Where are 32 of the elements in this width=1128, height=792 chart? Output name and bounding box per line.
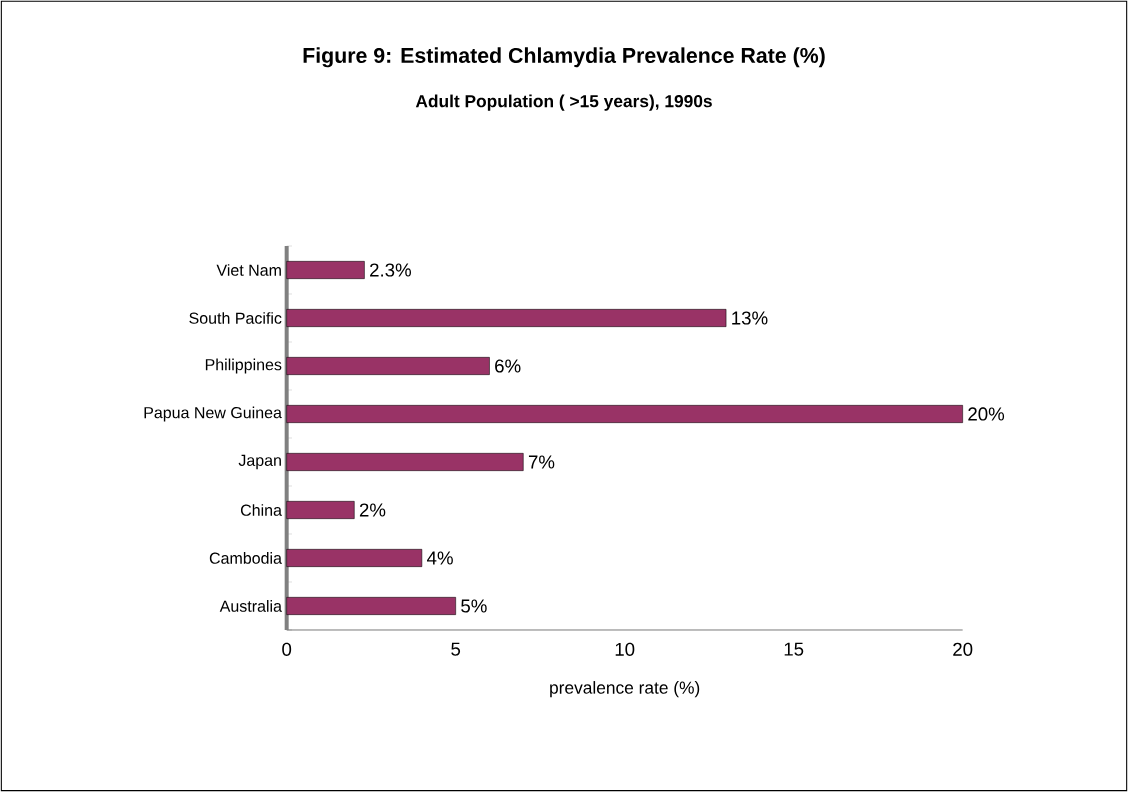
chart-subtitle: Adult Population ( >15 years), 1990s: [415, 94, 712, 111]
bar: [286, 549, 423, 567]
y-tick-label: Philippines: [205, 358, 282, 374]
data-label: 7%: [528, 455, 555, 469]
bar: [286, 453, 524, 471]
data-label: 4%: [427, 551, 453, 565]
chart-title: Figure 9: Estimated Chlamydia Prevalence Rate (%): [303, 47, 825, 68]
x-tick-label: 10: [615, 642, 635, 656]
bar: [286, 501, 355, 519]
data-label: 2.3%: [370, 263, 411, 277]
bar: [286, 261, 365, 279]
x-tick-label: 20: [953, 642, 973, 656]
y-tick-label: South Pacific: [189, 312, 282, 324]
y-tick-label: Cambodia: [209, 552, 282, 564]
data-label: 5%: [461, 599, 487, 613]
x-tick-label: 15: [784, 642, 804, 656]
y-tick-label: Japan: [238, 454, 281, 470]
y-tick-label: Papua New Guinea: [144, 406, 282, 422]
x-tick-label: 5: [451, 642, 461, 656]
data-label: 20%: [968, 407, 1005, 421]
y-tick-label: China: [240, 504, 282, 516]
y-tick-label: Australia: [219, 600, 282, 612]
x-tick-label: 0: [282, 642, 292, 656]
bar: [286, 597, 456, 615]
data-label: 2%: [359, 503, 386, 517]
bar: [286, 357, 490, 375]
bar: [286, 405, 963, 423]
data-label: 13%: [732, 311, 768, 325]
bar: [286, 309, 727, 327]
data-label: 6%: [495, 359, 521, 373]
y-tick-label: Viet Nam: [216, 264, 281, 276]
x-axis-title: prevalence rate (%): [550, 681, 700, 698]
